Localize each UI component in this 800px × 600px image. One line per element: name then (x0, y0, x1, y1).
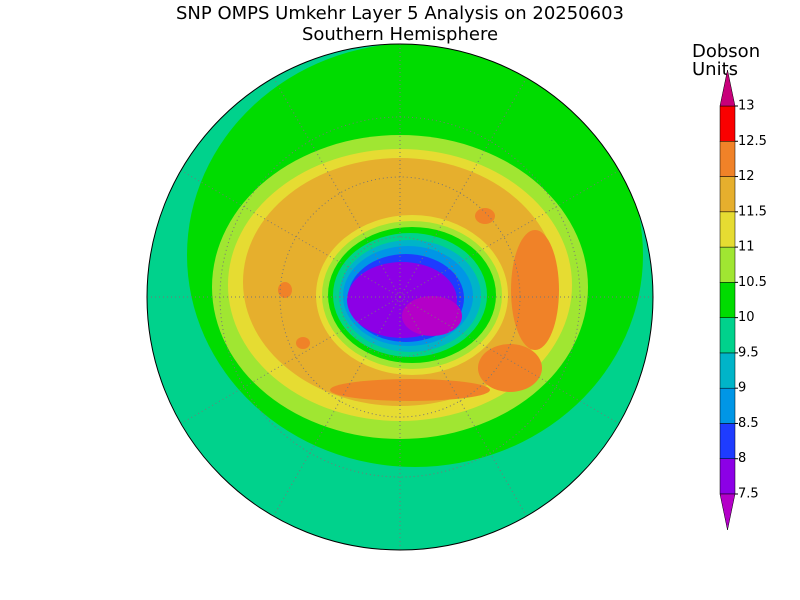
colorbar-band (719, 423, 736, 459)
subtitle: Southern Hemisphere (302, 24, 498, 45)
contour-region (330, 379, 490, 401)
colorbar-band (719, 317, 736, 354)
colorbar-label: Units (692, 59, 738, 80)
colorbar-band (719, 387, 736, 424)
colorbar-tick-label: 12 (738, 169, 755, 184)
colorbar-tick-label: 10.5 (738, 275, 767, 290)
meridian (399, 296, 531, 523)
contour-region (296, 337, 310, 349)
meridian (269, 71, 401, 298)
colorbar-tick-label: 9.5 (738, 345, 759, 360)
colorbar-band (719, 246, 736, 283)
colorbar-tick-label: 9 (738, 381, 746, 396)
contour-region (511, 230, 559, 350)
colorbar-band (719, 176, 736, 213)
colorbar-band (719, 352, 736, 389)
colorbar-band (719, 105, 736, 142)
meridian (174, 296, 401, 428)
colorbar-label: Dobson (692, 41, 760, 62)
meridian (269, 296, 401, 523)
map (147, 44, 653, 550)
meridian (399, 71, 531, 298)
colorbar-under (719, 493, 736, 531)
colorbar-tick-label: 12.5 (738, 134, 767, 149)
contour-region (402, 296, 462, 336)
colorbar-tick-label: 7.5 (738, 487, 759, 502)
meridian (399, 166, 626, 298)
colorbar-tick-label: 11.5 (738, 204, 767, 219)
colorbar-tick-label: 13 (738, 99, 755, 114)
colorbar-tick-label: 10 (738, 310, 755, 325)
colorbar-band (719, 141, 736, 177)
colorbar-over (719, 69, 736, 107)
contour-region (475, 208, 495, 224)
colorbar-band (719, 458, 736, 495)
colorbar-band (719, 282, 736, 318)
colorbar-band (719, 211, 736, 248)
contour-region (478, 344, 542, 392)
colorbar-tick-label: 8 (738, 451, 746, 466)
meridian (399, 296, 626, 428)
colorbar-tick-label: 8.5 (738, 416, 759, 431)
contour-region (278, 282, 292, 298)
meridian (174, 166, 401, 298)
map-border (146, 43, 654, 551)
title: SNP OMPS Umkehr Layer 5 Analysis on 2025… (176, 3, 624, 24)
colorbar-tick-label: 11 (738, 240, 755, 255)
